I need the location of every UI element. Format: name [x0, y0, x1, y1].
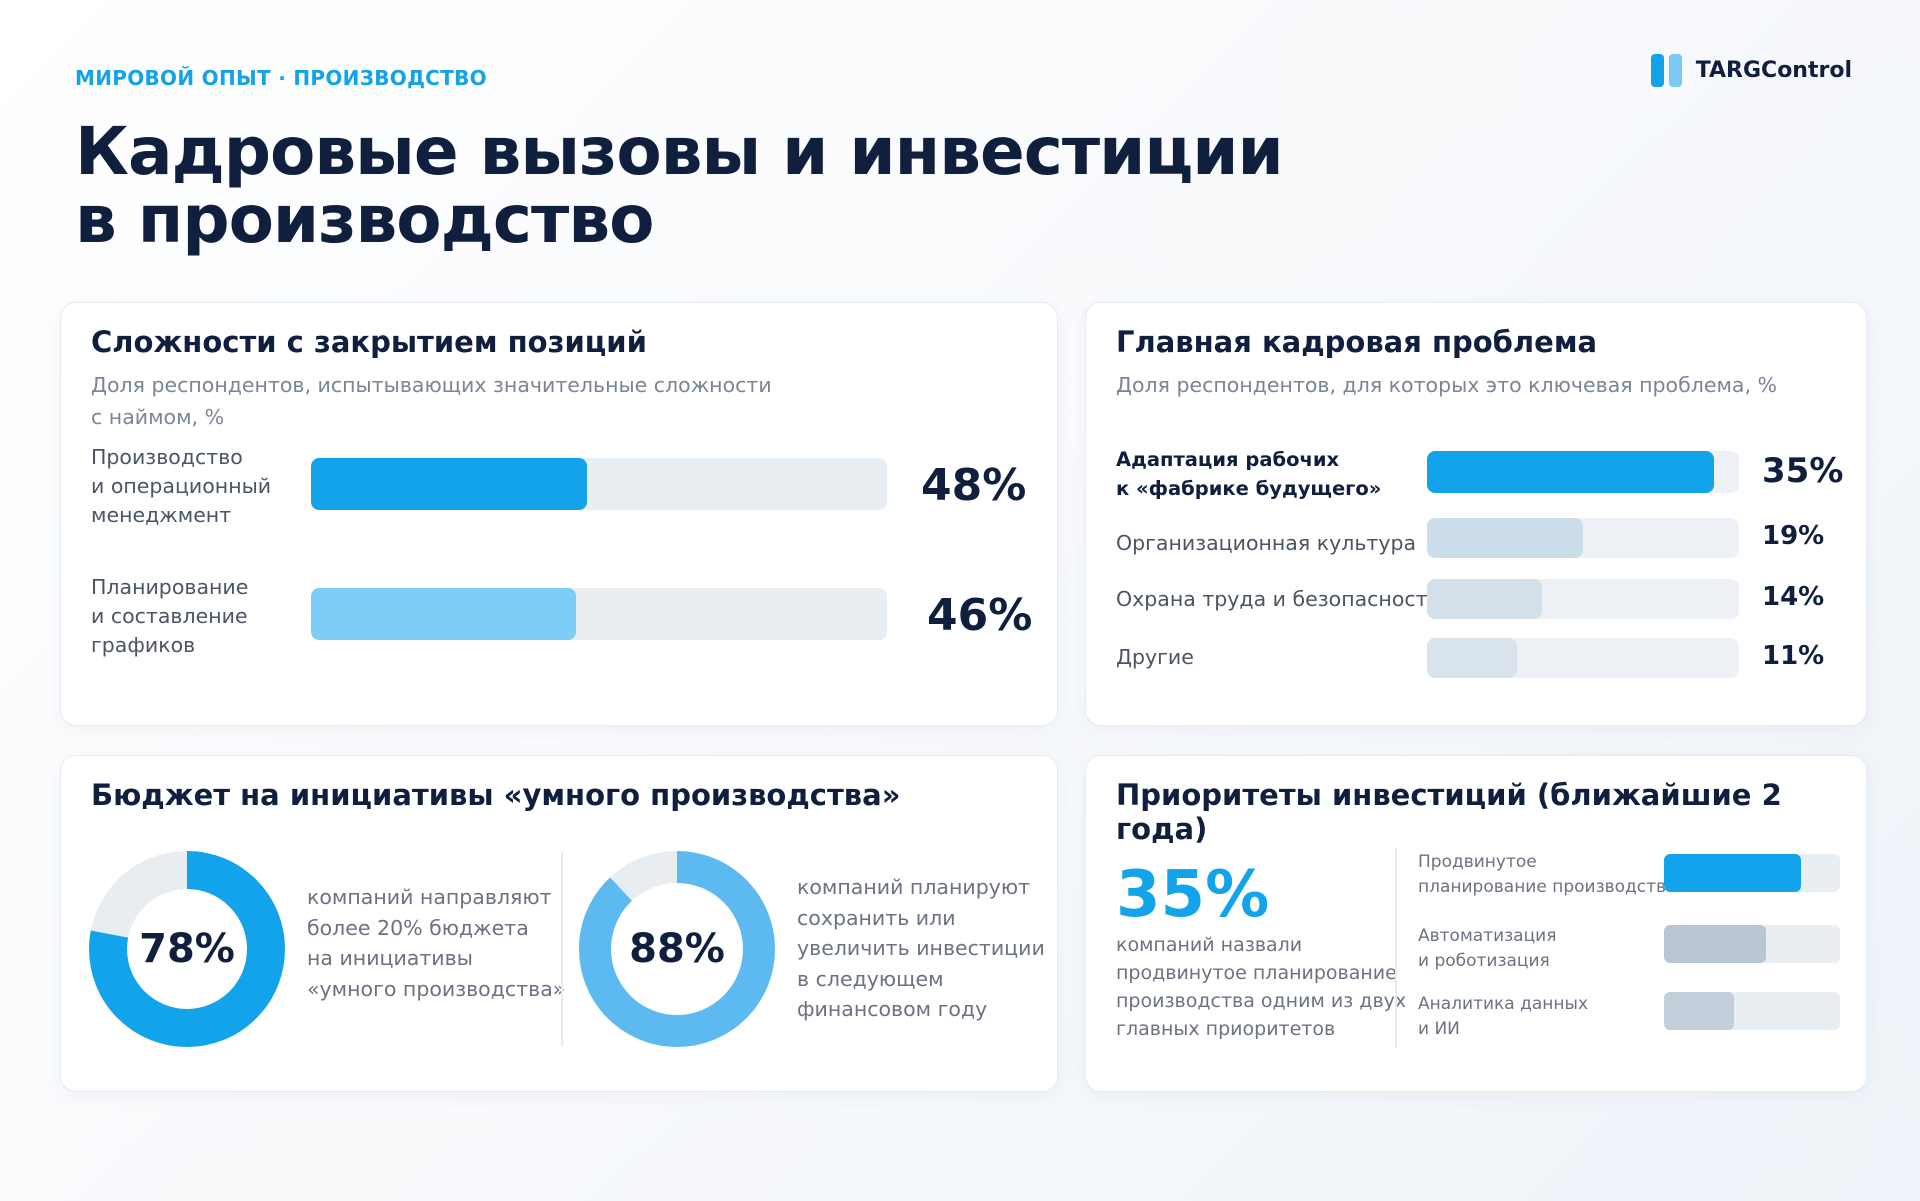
donut-description: компаний планируют сохранить или увеличить… [797, 872, 1045, 1025]
donut-description-line-5: финансовом году [797, 997, 988, 1021]
bar-track [1664, 992, 1840, 1030]
category-label: Аналитика данных и ИИ [1418, 992, 1588, 1042]
card-subtitle-line-2: с наймом, % [91, 405, 225, 429]
card-hiring-difficulty: Сложности с закрытием позиций Доля респо… [60, 302, 1058, 726]
bar [1664, 854, 1801, 892]
category-label: Продвинутое планирование производства [1418, 850, 1676, 900]
value-label: 46% [927, 590, 1033, 641]
bar [1427, 518, 1583, 558]
category-label-line-1: Охрана труда и безопасность [1116, 587, 1440, 611]
donut-description: компаний направляют более 20% бюджета на и… [307, 882, 565, 1004]
bar-track [1664, 925, 1840, 963]
bar [1427, 638, 1518, 678]
value-label: 48% [921, 460, 1027, 511]
page-title-line-1: Кадровые вызовы и инвестиции [75, 113, 1284, 190]
card-subtitle: Доля респондентов, испытывающих значител… [91, 369, 772, 433]
highlight-description-line-1: компаний назвали [1116, 934, 1303, 956]
value-label: 35% [1762, 451, 1844, 491]
category-label-line-2: и ИИ [1418, 1019, 1460, 1039]
donut-chart-78 [89, 851, 285, 1047]
page-title-line-2: в производство [75, 181, 654, 258]
page-title: Кадровые вызовы и инвестиции в производс… [75, 113, 1284, 258]
category-label: Охрана труда и безопасность [1116, 585, 1440, 614]
bar-track [1427, 579, 1739, 619]
donut-slice [579, 851, 775, 1047]
card-title: Бюджет на инициативы «умного производств… [91, 778, 901, 812]
category-label-line-2: и составление [91, 604, 248, 628]
bar [1664, 992, 1735, 1030]
card-subtitle: Доля респондентов, для которых это ключе… [1116, 373, 1777, 397]
card-title: Сложности с закрытием позиций [91, 325, 647, 359]
highlight-description: компаний назвали продвинутое планирование… [1116, 931, 1406, 1043]
card-investment-priorities: Приоритеты инвестиций (ближайшие 2 года)… [1085, 755, 1867, 1092]
donut-description-line-2: более 20% бюджета [307, 915, 529, 940]
category-label-line-1: Другие [1116, 645, 1194, 669]
donut-description-line-3: увеличить инвестиции [797, 936, 1045, 960]
donut-chart-88 [579, 851, 775, 1047]
value-label: 14% [1762, 582, 1825, 612]
category-label-line-2: планирование производства [1418, 877, 1677, 897]
donut-description-line-1: компаний планируют [797, 875, 1031, 899]
logo: TARGControl [1650, 54, 1852, 87]
bar [1427, 451, 1715, 493]
divider [1395, 848, 1397, 1048]
category-label-line-2: и операционный [91, 474, 272, 498]
eyebrow: МИРОВОЙ ОПЫТ · ПРОИЗВОДСТВО [75, 66, 487, 90]
category-label-line-1: Производство [91, 445, 243, 469]
donut-value: 88% [629, 926, 725, 972]
bar-track [1427, 518, 1739, 558]
category-label: Планирование и составление графиков [91, 573, 248, 660]
category-label-line-1: Планирование [91, 575, 249, 599]
two-bars-logo-icon [1650, 54, 1682, 87]
donut-value: 78% [139, 926, 235, 972]
category-label-line-2: к «фабрике будущего» [1116, 477, 1382, 500]
highlight-description-line-4: главных приоритетов [1116, 1018, 1336, 1040]
donut-description-line-3: на инициативы [307, 946, 473, 970]
bar [1664, 925, 1766, 963]
bar [311, 588, 576, 640]
bar-track [1427, 638, 1739, 678]
logo-text: TARGControl [1695, 58, 1852, 83]
category-label-line-3: менеджмент [91, 503, 232, 527]
category-label-line-3: графиков [91, 633, 196, 657]
card-subtitle-line-1: Доля респондентов, испытывающих значител… [91, 373, 772, 397]
category-label-line-1: Организационная культура [1116, 531, 1417, 555]
value-label: 19% [1762, 521, 1825, 551]
card-smart-manufacturing-budget: Бюджет на инициативы «умного производств… [60, 755, 1058, 1092]
card-main-hr-problem: Главная кадровая проблема Доля респонден… [1085, 302, 1867, 726]
category-label-line-1: Аналитика данных [1418, 994, 1588, 1014]
category-label: Автоматизация и роботизация [1418, 924, 1556, 974]
bar-track [311, 458, 887, 510]
highlight-value: 35% [1116, 858, 1270, 932]
category-label: Организационная культура [1116, 529, 1416, 558]
category-label: Адаптация рабочих к «фабрике будущего» [1116, 445, 1381, 503]
card-title: Главная кадровая проблема [1116, 325, 1598, 359]
donut-description-line-4: в следующем [797, 966, 944, 991]
bar-track [1427, 451, 1739, 493]
donut-description-line-4: «умного производства» [307, 976, 566, 1001]
donut-description-line-1: компаний направляют [307, 885, 552, 909]
donut-description-line-2: сохранить или [797, 905, 956, 930]
bar [1427, 579, 1542, 619]
category-label: Производство и операционный менеджмент [91, 443, 271, 530]
card-title: Приоритеты инвестиций (ближайшие 2 года) [1116, 778, 1782, 846]
bar-track [311, 588, 887, 640]
divider [561, 851, 563, 1046]
category-label-line-1: Адаптация рабочих [1116, 448, 1340, 471]
category-label: Другие [1116, 643, 1194, 672]
highlight-description-line-2: продвинутое планирование [1116, 962, 1397, 984]
category-label-line-1: Продвинутое [1418, 852, 1537, 872]
category-label-line-2: и роботизация [1418, 951, 1550, 971]
bar-track [1664, 854, 1840, 892]
value-label: 11% [1762, 641, 1825, 671]
donut-slice [89, 851, 285, 1047]
category-label-line-1: Автоматизация [1418, 926, 1557, 946]
bar [311, 458, 588, 510]
highlight-description-line-3: производства одним из двух [1116, 990, 1407, 1012]
